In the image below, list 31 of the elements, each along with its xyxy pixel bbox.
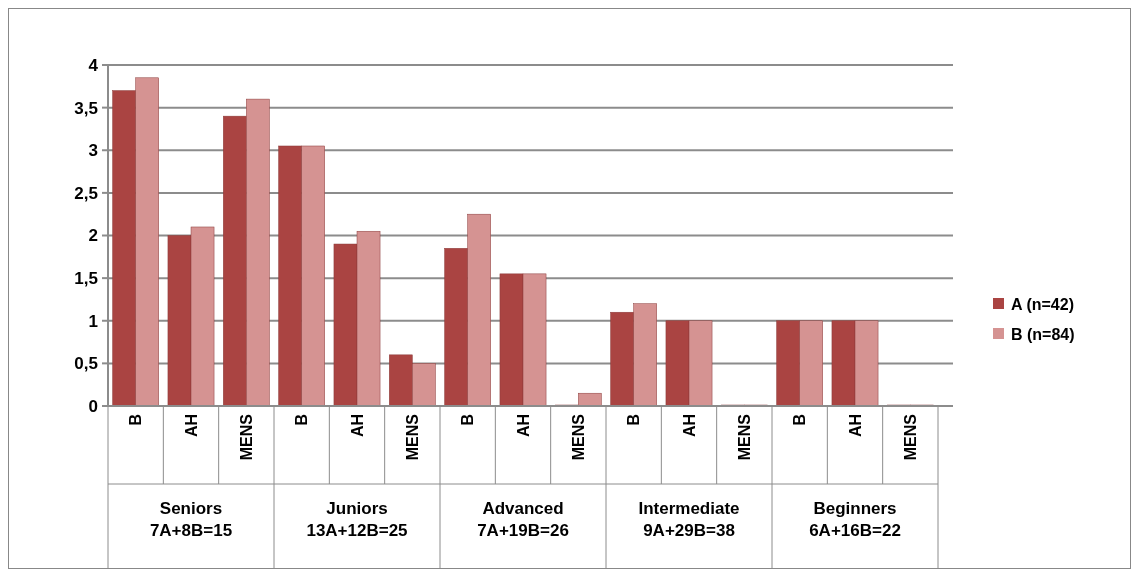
- x-tick-label: MENS: [901, 413, 919, 461]
- text: 3,5: [74, 98, 98, 118]
- x-tick-label: MENS: [569, 413, 587, 461]
- text: Juniors 13A+12B=25: [306, 499, 408, 540]
- x-tick-label: AH: [514, 414, 532, 438]
- y-tick-label: 4: [88, 55, 99, 75]
- x-tick-label: B: [127, 414, 145, 426]
- y-tick-label: 1: [88, 311, 98, 331]
- x-tick-label: B: [459, 414, 477, 426]
- x-tick-label: AH: [182, 414, 200, 438]
- x-tick-label: B: [293, 414, 311, 426]
- y-tick-label: 0: [88, 396, 98, 416]
- y-tick-label: 3: [88, 141, 98, 161]
- x-tick-label: MENS: [403, 413, 421, 461]
- x-tick-label: MENS: [735, 413, 753, 461]
- x-tick-label: AH: [846, 414, 864, 438]
- text: 2,5: [74, 183, 98, 203]
- text: Beginners 6A+16B=22: [809, 499, 901, 540]
- x-tick-label: B: [791, 414, 809, 426]
- x-tick-label: MENS: [237, 413, 255, 461]
- legend-label: A (n=42): [1011, 295, 1074, 313]
- text: Intermediate 9A+29B=38: [638, 499, 740, 540]
- text: 1,5: [74, 269, 98, 289]
- x-tick-label: B: [625, 414, 643, 426]
- x-tick-label: AH: [680, 414, 698, 438]
- y-tick-label: 2: [88, 226, 98, 246]
- x-tick-label: AH: [348, 414, 366, 438]
- text: 0,5: [74, 354, 98, 374]
- text: Seniors 7A+8B=15: [149, 499, 233, 540]
- text: Advanced 7A+19B=26: [477, 499, 569, 540]
- legend-label: B (n=84): [1011, 325, 1075, 343]
